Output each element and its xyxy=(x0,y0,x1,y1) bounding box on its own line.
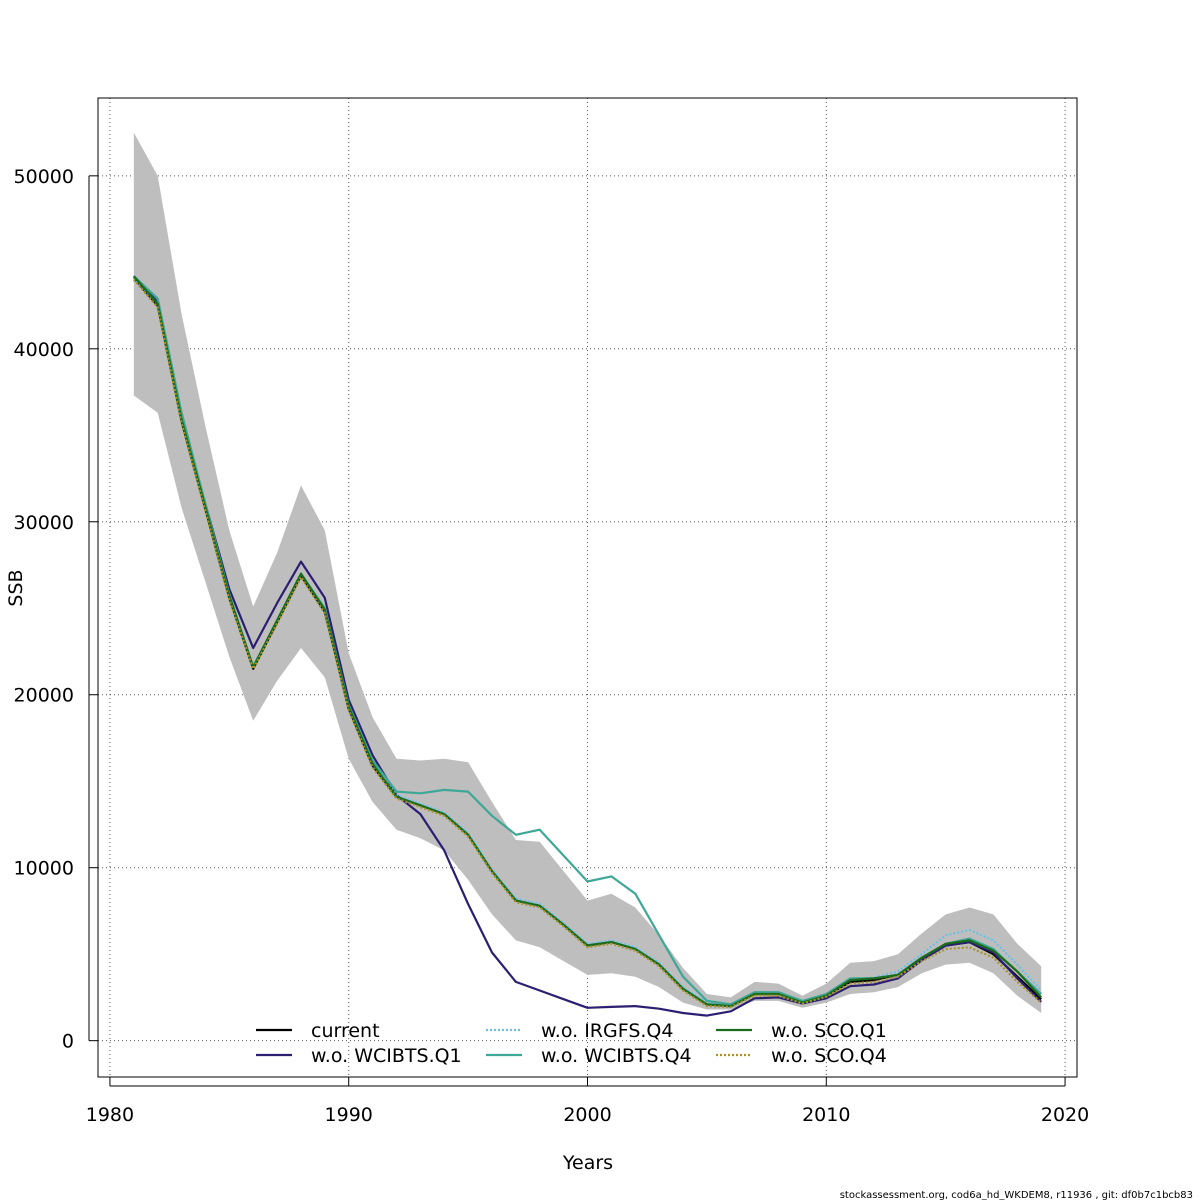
series-lines xyxy=(132,275,1043,1017)
series-line-w-o-wcibts-q1 xyxy=(132,275,1042,1017)
legend-label: w.o. SCO.Q1 xyxy=(771,1020,887,1042)
x-tick-label: 2020 xyxy=(1041,1104,1089,1126)
axis-ticks: 1980 1990 2000 2010 2020 0 10000 20000 30000 4000… xyxy=(14,166,1090,1126)
y-tick-label: 10000 xyxy=(14,858,74,880)
footer-caption: stockassessment.org, cod6a_hd_WKDEM8, r1… xyxy=(840,1190,1193,1200)
y-tick-label: 0 xyxy=(62,1031,74,1053)
legend-label: w.o. WCIBTS.Q1 xyxy=(311,1045,462,1067)
confidence-band-layer xyxy=(133,132,1042,1014)
legend-item-w-o-sco-q4: w.o. SCO.Q4 xyxy=(716,1045,887,1067)
x-tick-label: 1990 xyxy=(325,1104,373,1126)
y-axis-title: SSB xyxy=(5,569,27,606)
series-line-w-o-sco-q4 xyxy=(132,278,1042,1009)
legend-label: w.o. SCO.Q4 xyxy=(771,1045,887,1067)
confidence-band xyxy=(133,132,1042,1014)
legend-item-w-o-wcibts-q1: w.o. WCIBTS.Q1 xyxy=(256,1045,462,1067)
x-axis-title: Years xyxy=(562,1152,613,1174)
legend: current w.o. WCIBTS.Q1 w.o. IRGFS.Q4 w.o. W… xyxy=(256,1020,887,1067)
x-tick-label: 1980 xyxy=(86,1104,134,1126)
legend-label: current xyxy=(311,1020,380,1042)
x-tick-label: 2000 xyxy=(563,1104,611,1126)
legend-label: w.o. IRGFS.Q4 xyxy=(541,1020,673,1042)
legend-item-w-o-sco-q1: w.o. SCO.Q1 xyxy=(716,1020,887,1042)
legend-item-current: current xyxy=(256,1020,380,1042)
y-tick-label: 20000 xyxy=(14,685,74,707)
legend-label: w.o. WCIBTS.Q4 xyxy=(541,1045,692,1067)
x-tick-label: 2010 xyxy=(802,1104,850,1126)
legend-item-w-o-irgfs-q4: w.o. IRGFS.Q4 xyxy=(486,1020,673,1042)
y-tick-label: 40000 xyxy=(14,339,74,361)
y-tick-label: 50000 xyxy=(14,166,74,188)
series-line-w-o-sco-q1 xyxy=(132,275,1043,1008)
y-tick-label: 30000 xyxy=(14,512,74,534)
legend-item-w-o-wcibts-q4: w.o. WCIBTS.Q4 xyxy=(486,1045,692,1067)
